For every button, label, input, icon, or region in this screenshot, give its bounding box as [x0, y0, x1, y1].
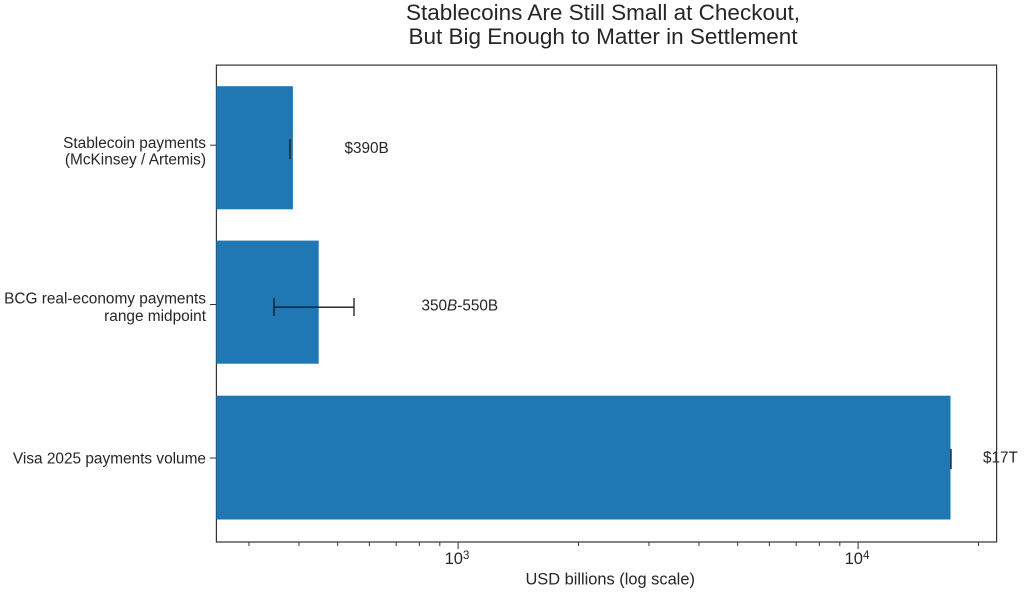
- svg-text:104: 104: [845, 550, 870, 568]
- svg-text:(McKinsey / Artemis): (McKinsey / Artemis): [65, 152, 206, 169]
- svg-text:103: 103: [445, 550, 470, 568]
- svg-text:Stablecoins Are Still Small at: Stablecoins Are Still Small at Checkout,: [406, 0, 800, 25]
- svg-text:range midpoint: range midpoint: [104, 308, 207, 325]
- svg-text:Stablecoin payments: Stablecoin payments: [63, 135, 206, 152]
- svg-text:Visa 2025 payments volume: Visa 2025 payments volume: [13, 451, 206, 468]
- svg-text:$390B: $390B: [345, 140, 389, 157]
- svg-text:350B-550B: 350B-550B: [422, 298, 499, 315]
- svg-text:BCG real-economy payments: BCG real-economy payments: [4, 291, 206, 308]
- svg-text:$17T: $17T: [983, 449, 1018, 466]
- svg-text:USD billions (log scale): USD billions (log scale): [525, 570, 694, 588]
- svg-text:But Big Enough to Matter in Se: But Big Enough to Matter in Settlement: [409, 24, 799, 49]
